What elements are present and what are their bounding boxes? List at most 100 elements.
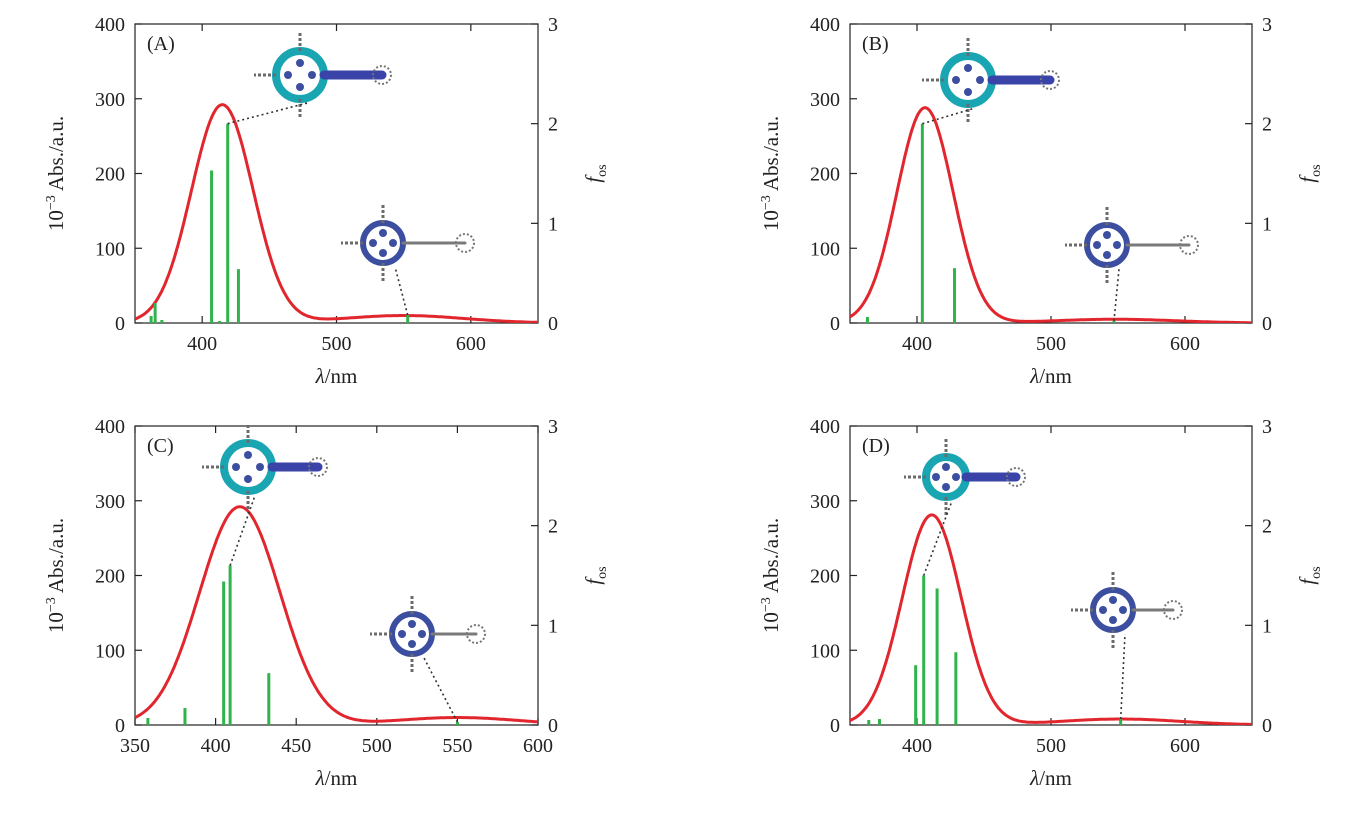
y-tick-label: 300 — [95, 491, 125, 513]
orbital-lobe — [256, 463, 264, 471]
donor-unit — [1040, 70, 1060, 90]
molecule-orbital-weak — [370, 594, 486, 674]
y-tick-label: 300 — [95, 89, 125, 111]
orbital-lobe — [379, 249, 387, 257]
chart-panel-b: 400 500 600 0 100 200 300 400 0 1 2 3 λ/nm 10−3 Abs./… — [759, 14, 1324, 388]
orbital-lobe — [942, 483, 950, 491]
y-axis-label: 10−3 Abs./a.u. — [44, 518, 68, 633]
y-axis-label: 10−3 Abs./a.u. — [759, 518, 783, 633]
y-tick-label: 0 — [115, 715, 125, 737]
y2-axis-label: fos — [581, 566, 610, 584]
x-tick-label: 500 — [1036, 333, 1066, 355]
molecule-orbital-main — [254, 31, 392, 119]
y-tick-label: 400 — [810, 416, 840, 438]
y2-tick-label: 1 — [1262, 213, 1272, 235]
porphyrin-ring — [220, 439, 276, 495]
donor-unit — [1006, 467, 1026, 487]
orbital-lobe — [296, 59, 304, 67]
x-tick-label: 400 — [201, 735, 231, 757]
plot-frame — [849, 23, 1253, 324]
orbital-lobe — [942, 463, 950, 471]
y2-tick-label: 0 — [1262, 313, 1272, 335]
x-tick-label: 600 — [456, 333, 486, 355]
panel-label: (A) — [147, 33, 175, 55]
y2-axis-label: fos — [581, 164, 610, 182]
orbital-lobe — [932, 473, 940, 481]
absorption-curve — [135, 505, 538, 724]
y2-tick-label: 1 — [1262, 615, 1272, 637]
orbital-lobe — [244, 475, 252, 483]
y-tick-label: 0 — [830, 313, 840, 335]
y2-tick-label: 3 — [1262, 416, 1272, 438]
donor-unit — [1163, 600, 1183, 620]
orbital-lobe — [369, 239, 377, 247]
y-tick-label: 100 — [810, 640, 840, 662]
x-tick-label: 400 — [902, 333, 932, 355]
orbital-lobe — [952, 473, 960, 481]
leader-line — [394, 266, 409, 316]
plot-frame — [849, 425, 1253, 726]
y2-tick-label: 0 — [1262, 715, 1272, 737]
y-tick-label: 0 — [830, 715, 840, 737]
orbital-lobe — [1119, 606, 1127, 614]
x-tick-label: 500 — [1036, 735, 1066, 757]
orbital-lobe — [379, 229, 387, 237]
y2-tick-label: 2 — [1262, 516, 1272, 538]
panel-label: (D) — [862, 435, 890, 457]
y-tick-label: 100 — [95, 640, 125, 662]
orbital-lobe — [398, 630, 406, 638]
x-tick-label: 600 — [1170, 735, 1200, 757]
molecule-orbital-weak — [341, 203, 475, 283]
donor-unit — [455, 233, 475, 253]
panel-label: (C) — [147, 435, 174, 457]
y-tick-label: 400 — [810, 14, 840, 36]
y-tick-label: 300 — [810, 491, 840, 513]
orbital-lobe — [244, 451, 252, 459]
y2-tick-label: 0 — [548, 313, 558, 335]
molecule-orbital-main — [202, 423, 328, 511]
orbital-lobe — [1103, 231, 1111, 239]
orbital-lobe — [1109, 616, 1117, 624]
x-tick-label: 600 — [1170, 333, 1200, 355]
absorption-curve — [135, 103, 538, 323]
plot-frame — [134, 425, 539, 726]
orbital-lobe — [284, 71, 292, 79]
y2-tick-label: 2 — [548, 114, 558, 136]
donor-unit — [466, 624, 486, 644]
orbital-lobe — [308, 71, 316, 79]
leader-line — [922, 500, 953, 576]
y2-tick-label: 1 — [548, 213, 558, 235]
chart-panel-d: 400 500 600 0 100 200 300 400 0 1 2 3 λ/nm 10−3 Abs./… — [759, 416, 1324, 790]
x-tick-label: 400 — [902, 735, 932, 757]
orbital-lobe — [964, 88, 972, 96]
y-tick-label: 200 — [810, 164, 840, 186]
x-tick-label: 500 — [362, 735, 392, 757]
orbital-lobe — [418, 630, 426, 638]
y2-tick-label: 2 — [548, 516, 558, 538]
orbital-lobe — [296, 83, 304, 91]
y-axis-label: 10−3 Abs./a.u. — [44, 116, 68, 231]
orbital-lobe — [976, 76, 984, 84]
y-tick-label: 300 — [810, 89, 840, 111]
absorption-curve — [850, 106, 1252, 323]
molecule-orbital-main — [922, 36, 1060, 124]
y-tick-label: 100 — [810, 238, 840, 260]
y2-tick-label: 3 — [548, 416, 558, 438]
x-tick-label: 500 — [322, 333, 352, 355]
y-tick-label: 400 — [95, 416, 125, 438]
y-tick-label: 200 — [95, 164, 125, 186]
y-tick-label: 200 — [810, 566, 840, 588]
orbital-lobe — [1113, 241, 1121, 249]
leader-line — [1113, 268, 1120, 322]
y2-tick-label: 1 — [548, 615, 558, 637]
leader-line — [423, 657, 459, 723]
x-tick-label: 600 — [523, 735, 553, 757]
donor-unit — [372, 65, 392, 85]
chart-panel-c: 350 400 450 500 550 60001002003004000123λ/nm1… — [44, 416, 610, 790]
molecule-orbital-weak — [1065, 205, 1199, 285]
leader-line — [227, 102, 308, 125]
absorption-curve — [850, 513, 1252, 725]
donor-unit — [1179, 235, 1199, 255]
porphyrin-ring — [272, 47, 328, 103]
